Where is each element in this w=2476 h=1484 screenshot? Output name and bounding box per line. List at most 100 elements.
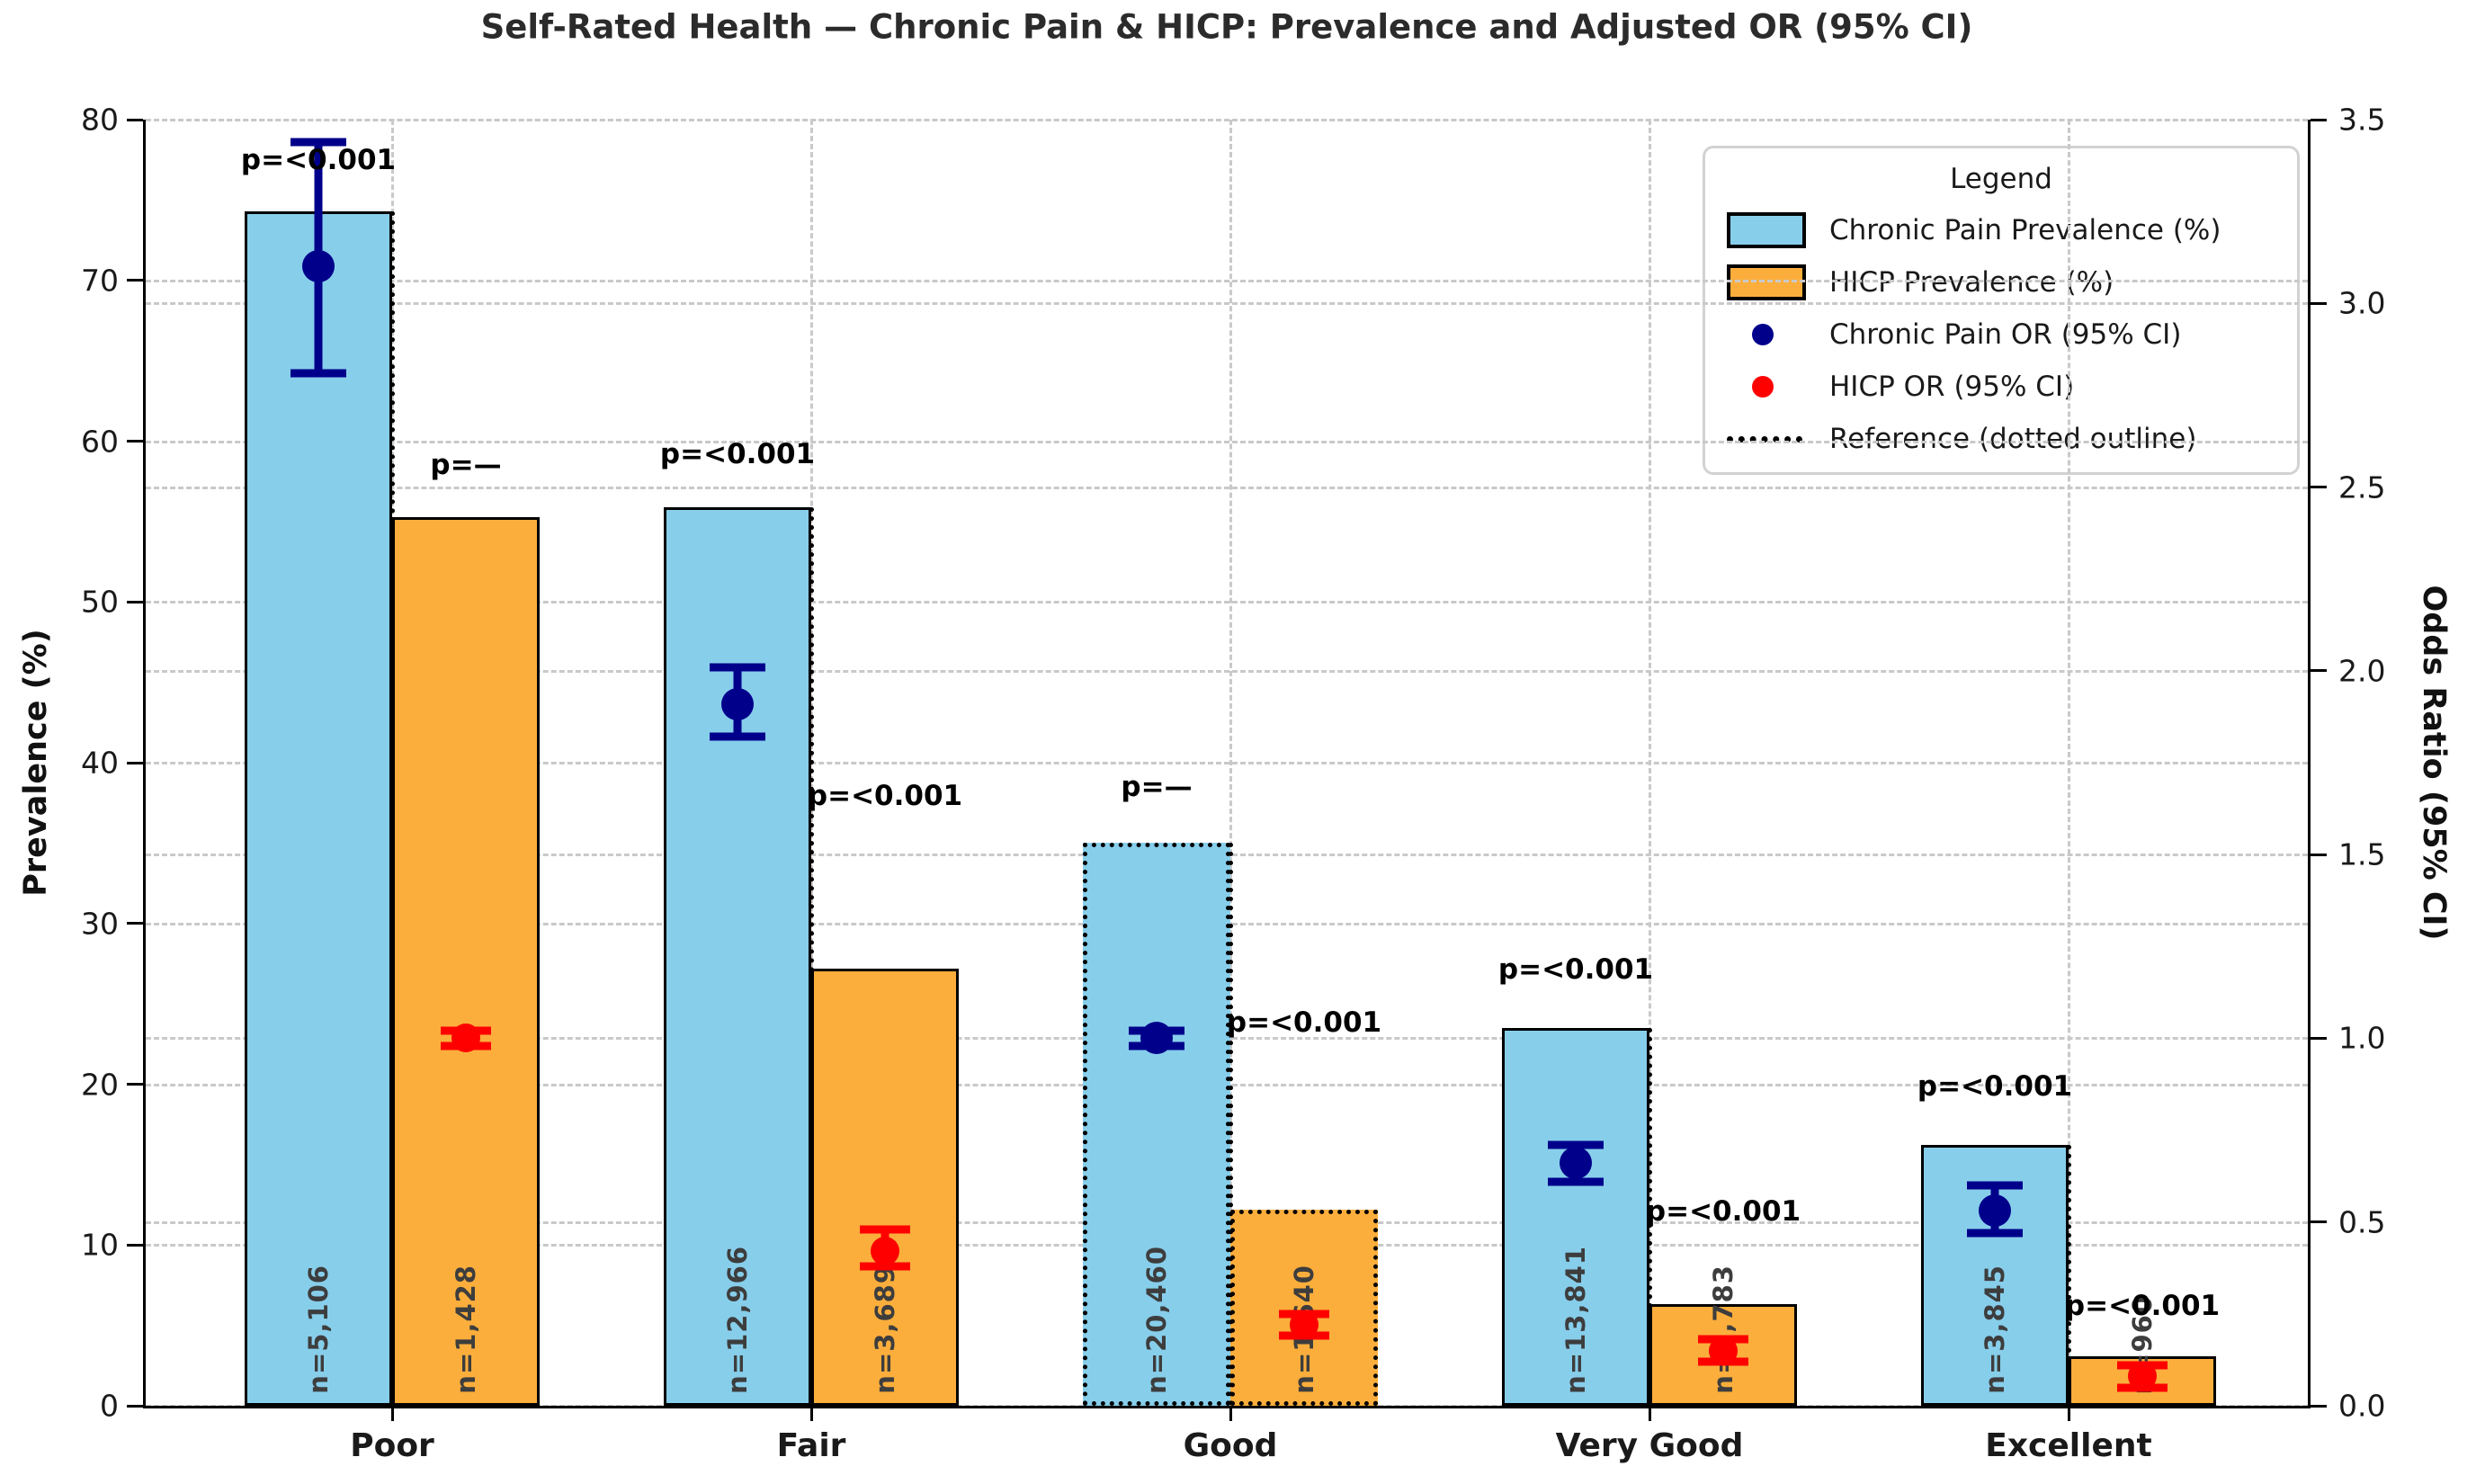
right-tick-mark [2311,1220,2327,1224]
legend-item: Chronic Pain OR (95% CI) [1727,308,2275,361]
chronic-pain-bar-good [1083,843,1230,1406]
bar-n-label: n=1,428 [451,1265,481,1394]
left-tick-label: 60 [81,424,119,459]
or-ci-cap-top [710,663,765,672]
right-gridline [146,486,2308,489]
x-tick-mark [1648,1408,1651,1421]
p-value-label: p=— [1121,771,1193,803]
or-ci-cap-bottom [710,732,765,741]
left-tick-label: 0 [100,1388,119,1424]
right-tick-mark [2311,486,2327,489]
chronic-pain-bar-poor [245,210,392,1406]
p-value-label: p=<0.001 [2064,1290,2221,1322]
right-tick-label: 0.0 [2338,1388,2386,1424]
hicp-or-dot [1290,1310,1318,1340]
right-gridline [146,119,2308,121]
legend-item-label: HICP OR (95% CI) [1829,371,2075,403]
left-tick-mark [127,922,143,925]
left-tick-mark [127,279,143,282]
hicp-or-dot [1709,1336,1738,1365]
category-gridline [1229,120,1232,1406]
x-tick-mark [1229,1408,1232,1421]
legend-item-label: Reference (dotted outline) [1829,423,2197,455]
x-tick-mark [390,1408,394,1421]
bottom-axis-spine [143,1406,2311,1408]
right-tick-mark [2311,118,2327,121]
right-tick-mark [2311,1036,2327,1040]
left-tick-label: 30 [81,906,119,942]
or-ci-cap-top [291,138,346,146]
p-value-label: p=<0.001 [1497,953,1654,986]
or-ci-cap-top [1548,1140,1604,1149]
right-tick-label: 0.5 [2338,1204,2386,1240]
right-tick-mark [2311,1404,2327,1408]
legend-item: Chronic Pain Prevalence (%) [1727,204,2275,256]
bar-n-label: n=5,106 [303,1265,334,1394]
left-gridline [146,279,2308,282]
right-gridline [146,669,2308,673]
right-tick-mark [2311,669,2327,673]
left-tick-label: 50 [81,584,119,620]
legend-swatch-icon [1727,212,1806,248]
right-tick-label: 1.0 [2338,1020,2386,1056]
legend-dotted-line-icon [1727,435,1802,443]
left-tick-mark [127,1404,143,1408]
legend: Legend Chronic Pain Prevalence (%) HICP P… [1703,146,2300,475]
left-tick-mark [127,440,143,443]
or-ci-cap-bottom [1548,1177,1604,1186]
or-ci-cap-bottom [860,1262,910,1271]
category-gridline [1649,120,1651,1406]
or-ci-cap-bottom [1967,1229,2023,1238]
right-axis-spine [2308,120,2311,1406]
left-tick-mark [127,118,143,121]
left-gridline [146,601,2308,604]
p-value-label: p=— [430,449,502,481]
x-category-label: Good [1183,1427,1278,1464]
bar-junction-dotted-line [1648,1027,1652,1406]
legend-item: HICP Prevalence (%) [1727,256,2275,308]
right-axis-label: Odds Ratio (95% CI) [2416,585,2452,941]
or-ci-cap-top [1967,1181,2023,1190]
legend-dot-icon [1752,376,1774,398]
legend-item-label: Chronic Pain Prevalence (%) [1829,214,2221,246]
hicp-bar-good [1230,1209,1378,1406]
left-axis-label: Prevalence (%) [18,629,54,897]
bar-n-label: n=3,783 [1708,1265,1739,1394]
chronic-pain-or-dot [302,250,335,283]
legend-dot-icon [1752,324,1774,345]
or-ci-cap-bottom [291,369,346,378]
left-axis-spine [143,120,146,1406]
hicp-or-dot [2128,1362,2157,1391]
right-tick-label: 3.0 [2338,285,2386,321]
x-category-label: Poor [350,1427,434,1464]
legend-item-label: HICP Prevalence (%) [1829,266,2114,299]
legend-item: Reference (dotted outline) [1727,413,2275,465]
left-tick-label: 70 [81,263,119,299]
right-tick-label: 2.0 [2338,653,2386,689]
legend-item-label: Chronic Pain OR (95% CI) [1829,318,2182,351]
left-gridline [146,440,2308,443]
x-category-label: Fair [776,1427,846,1464]
left-tick-mark [127,600,143,603]
bar-junction-dotted-line [2067,1145,2071,1406]
x-category-label: Very Good [1555,1427,1744,1464]
bar-junction-dotted-line [390,210,395,1406]
left-tick-label: 80 [81,102,119,138]
or-ci-cap-top [860,1225,910,1234]
legend-item: HICP OR (95% CI) [1727,361,2275,413]
chronic-pain-or-dot [1979,1194,2011,1228]
legend-title: Legend [1950,163,2052,195]
left-tick-label: 20 [81,1067,119,1102]
x-category-label: Excellent [1985,1427,2152,1464]
chronic-pain-or-dot [1560,1147,1592,1180]
bar-junction-dotted-line [1229,843,1233,1406]
hicp-bar-fair [811,968,959,1406]
right-tick-label: 1.5 [2338,836,2386,872]
right-tick-mark [2311,853,2327,856]
chronic-pain-bar-fair [664,506,811,1406]
bar-n-label: n=13,841 [1560,1246,1591,1394]
bar-junction-dotted-line [809,506,814,1406]
p-value-label: p=<0.001 [240,144,397,176]
chronic-pain-or-dot [1140,1022,1173,1055]
bar-n-label: n=20,460 [1141,1246,1172,1394]
